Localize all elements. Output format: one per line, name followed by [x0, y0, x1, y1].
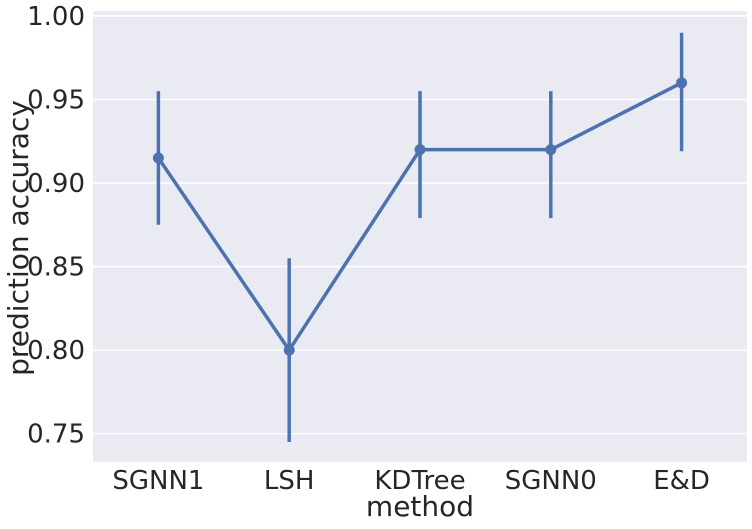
x-axis-label: method — [366, 490, 474, 523]
y-tick-label: 0.75 — [27, 420, 85, 450]
x-tick-label: SGNN0 — [505, 466, 597, 496]
y-tick-label: 0.95 — [27, 86, 85, 116]
data-point — [283, 344, 295, 356]
data-point — [414, 144, 426, 156]
data-point — [152, 152, 164, 164]
y-tick-label: 1.00 — [27, 2, 85, 32]
data-point — [676, 77, 688, 89]
data-point — [545, 144, 557, 156]
plot-background — [93, 11, 747, 462]
x-tick-label: SGNN1 — [112, 466, 204, 496]
x-tick-label: LSH — [264, 466, 315, 496]
y-tick-labels: 0.75 0.80 0.85 0.90 0.95 1.00 — [27, 2, 85, 450]
data-points — [152, 77, 688, 356]
y-tick-label: 0.85 — [27, 253, 85, 283]
x-tick-label: KDTree — [374, 466, 465, 496]
x-tick-labels: SGNN1 LSH KDTree SGNN0 E&D — [112, 466, 710, 496]
y-axis-label: prediction accuracy — [2, 100, 35, 376]
y-tick-label: 0.80 — [27, 336, 85, 366]
y-tick-label: 0.90 — [27, 169, 85, 199]
x-tick-label: E&D — [653, 466, 710, 496]
